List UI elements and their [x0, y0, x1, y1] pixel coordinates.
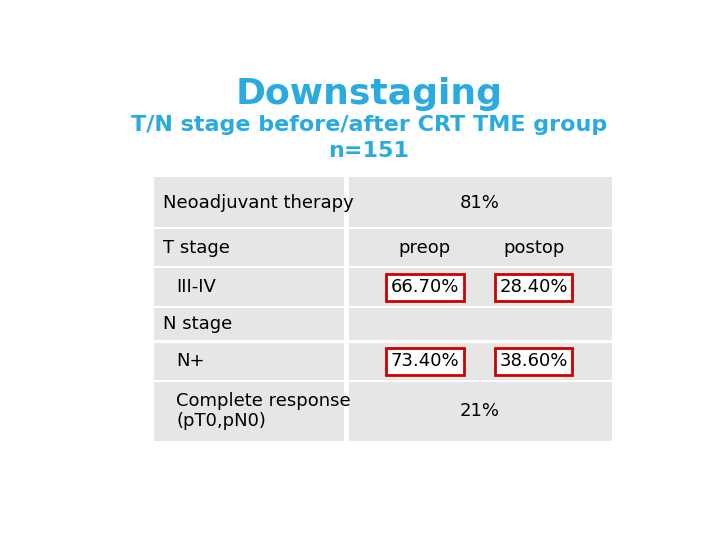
- Text: preop: preop: [399, 239, 451, 256]
- Text: 21%: 21%: [459, 402, 499, 420]
- Bar: [344, 268, 349, 306]
- Text: 73.40%: 73.40%: [390, 352, 459, 370]
- Bar: [154, 177, 612, 227]
- Text: T/N stage before/after CRT TME group
n=151: T/N stage before/after CRT TME group n=1…: [131, 114, 607, 161]
- Text: Complete response
(pT0,pN0): Complete response (pT0,pN0): [176, 392, 351, 430]
- Bar: [154, 268, 612, 306]
- Text: postop: postop: [503, 239, 564, 256]
- Bar: [154, 308, 612, 340]
- Text: 28.40%: 28.40%: [500, 278, 568, 296]
- Text: N+: N+: [176, 352, 205, 370]
- Bar: [154, 382, 612, 441]
- Text: Neoadjuvant therapy: Neoadjuvant therapy: [163, 193, 354, 212]
- Bar: [344, 229, 349, 266]
- Bar: [154, 342, 612, 380]
- Text: III-IV: III-IV: [176, 278, 217, 296]
- Text: 66.70%: 66.70%: [391, 278, 459, 296]
- Bar: [344, 177, 349, 227]
- Text: 38.60%: 38.60%: [500, 352, 568, 370]
- Text: Downstaging: Downstaging: [235, 77, 503, 111]
- Bar: [344, 382, 349, 441]
- Bar: [344, 308, 349, 340]
- Bar: [154, 229, 612, 266]
- Text: T stage: T stage: [163, 239, 230, 256]
- Text: 81%: 81%: [459, 193, 499, 212]
- Bar: [344, 342, 349, 380]
- Text: N stage: N stage: [163, 315, 232, 333]
